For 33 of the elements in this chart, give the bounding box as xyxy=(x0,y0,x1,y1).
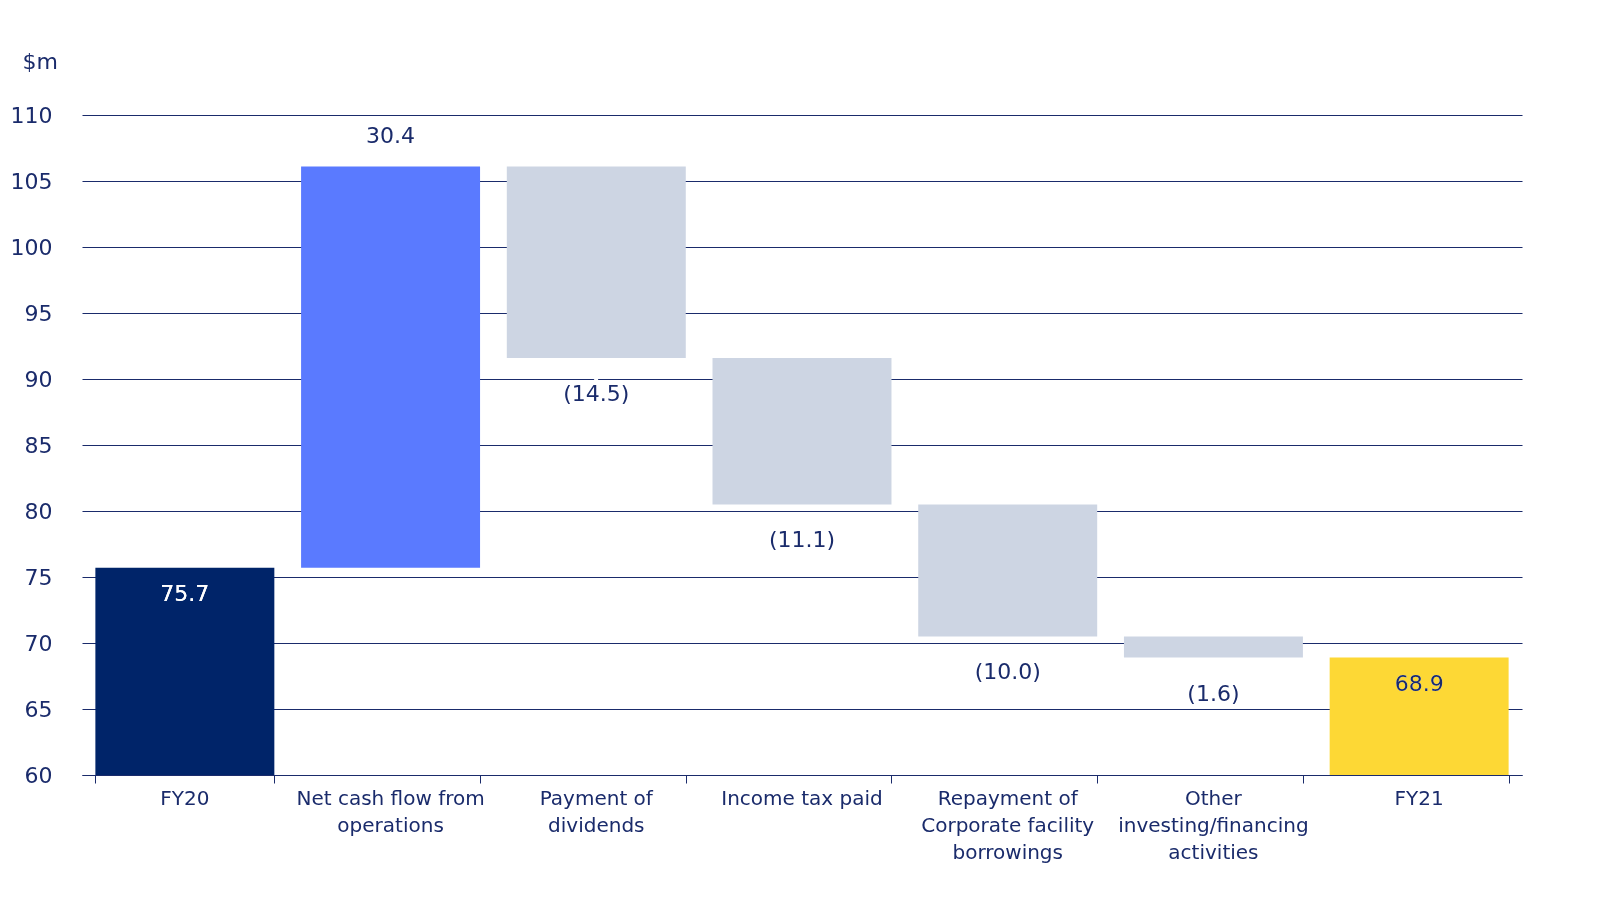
x-tick-label: Net cash flow from operations xyxy=(296,786,485,837)
x-tick-label: Other investing/financing activities xyxy=(1118,786,1309,864)
y-tick-label: 100 xyxy=(10,234,53,260)
y-tick-label: 60 xyxy=(24,762,53,788)
x-tick-label: Payment of dividends xyxy=(539,786,654,837)
x-tick-label: FY21 xyxy=(1394,786,1444,810)
data-label: (1.6) xyxy=(1187,680,1240,706)
bar xyxy=(712,357,892,505)
bar xyxy=(1123,636,1303,658)
x-tick-label: Income tax paid xyxy=(721,786,883,810)
bar xyxy=(301,166,481,568)
y-tick-label: 90 xyxy=(24,366,53,392)
data-label: (14.5) xyxy=(563,380,630,406)
y-tick-label: 85 xyxy=(24,432,53,458)
y-tick-label: 65 xyxy=(24,696,53,722)
data-label: 75.7 xyxy=(160,580,210,606)
y-axis-title: $m xyxy=(22,48,58,74)
y-tick-label: 105 xyxy=(10,168,53,194)
y-tick-label: 95 xyxy=(24,300,53,326)
y-tick-label: 70 xyxy=(24,630,53,656)
data-label: (11.1) xyxy=(768,527,836,553)
y-tick-label: 75 xyxy=(24,564,53,590)
bar xyxy=(95,567,275,775)
bar xyxy=(918,504,1098,637)
bar xyxy=(1329,657,1509,775)
x-tick-label: FY20 xyxy=(160,786,210,810)
x-tick-label: Repayment of Corporate facility borrowings xyxy=(921,786,1095,864)
data-label: 30.4 xyxy=(366,123,416,149)
bar xyxy=(506,166,686,358)
y-tick-label: 110 xyxy=(10,102,53,128)
y-tick-label: 80 xyxy=(24,498,53,524)
data-label: 68.9 xyxy=(1394,670,1444,696)
data-label: (10.0) xyxy=(974,659,1041,685)
